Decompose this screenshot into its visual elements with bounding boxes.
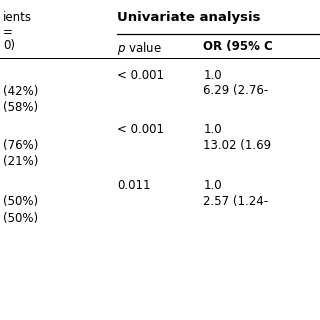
Text: < 0.001: < 0.001 [117, 123, 164, 136]
Text: 13.02 (1.69: 13.02 (1.69 [203, 139, 271, 152]
Text: 1.0: 1.0 [203, 179, 222, 192]
Text: 1.0: 1.0 [203, 69, 222, 82]
Text: < 0.001: < 0.001 [117, 69, 164, 82]
Text: $\it{p}$ value: $\it{p}$ value [117, 40, 162, 57]
Text: (58%): (58%) [3, 101, 38, 114]
Text: 1.0: 1.0 [203, 123, 222, 136]
Text: (50%): (50%) [3, 195, 38, 208]
Text: ients: ients [3, 11, 32, 24]
Text: (42%): (42%) [3, 85, 39, 98]
Text: Univariate analysis: Univariate analysis [117, 11, 260, 24]
Text: 6.29 (2.76-: 6.29 (2.76- [203, 84, 268, 97]
Text: 0): 0) [3, 39, 15, 52]
Text: 0.011: 0.011 [117, 179, 150, 192]
Text: 2.57 (1.24-: 2.57 (1.24- [203, 195, 268, 208]
Text: (21%): (21%) [3, 155, 39, 168]
Text: OR (95% C: OR (95% C [203, 40, 273, 53]
Text: (50%): (50%) [3, 212, 38, 225]
Text: (76%): (76%) [3, 139, 39, 152]
Text: =: = [3, 26, 13, 39]
